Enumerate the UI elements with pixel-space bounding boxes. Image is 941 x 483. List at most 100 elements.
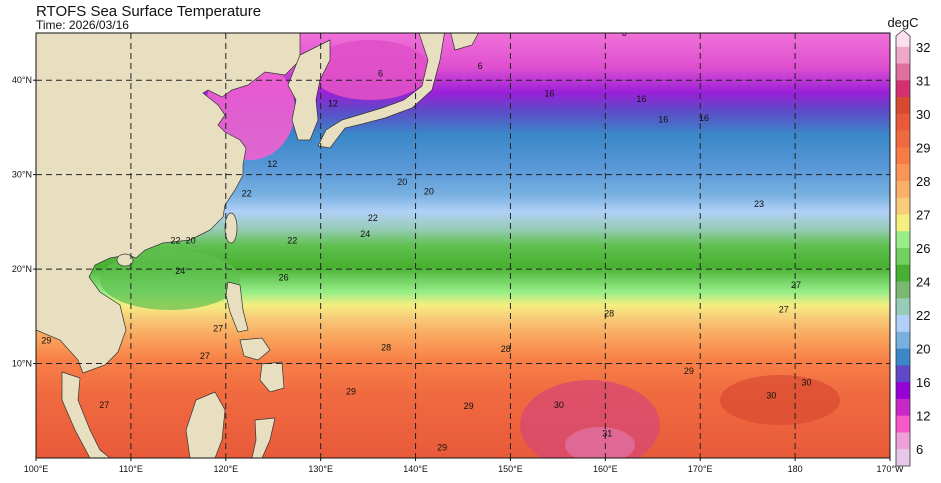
colorbar-segment (896, 264, 910, 283)
contour-label: 30 (554, 400, 564, 410)
colorbar-segment (896, 382, 910, 400)
map-frame (35, 32, 891, 459)
contour-label: 28 (381, 342, 391, 352)
colorbar-label: 6 (916, 442, 923, 457)
colorbar-label: 29 (916, 140, 930, 155)
contour-label: 6 (378, 68, 383, 78)
land-malay-peninsula (61, 371, 111, 458)
colorbar-segment (896, 197, 910, 215)
land-japan (317, 33, 445, 149)
colorbar-segment (896, 231, 910, 249)
colorbar-label: 31 (916, 73, 930, 88)
land-asia-mainland (36, 33, 301, 374)
contour-label: 29 (437, 442, 447, 452)
contour-label: 27 (213, 323, 223, 333)
colorbar-label: 16 (916, 375, 930, 390)
contour-label: 29 (41, 336, 51, 346)
contour-label: 31 (602, 428, 612, 438)
land-luzon (225, 281, 249, 333)
contour-label: 28 (501, 344, 511, 354)
colorbar-segment (896, 147, 910, 165)
colorbar-label: 20 (916, 342, 930, 357)
x-tick-label: 100°E (24, 464, 49, 474)
colorbar-segment (896, 348, 910, 366)
x-tick-label: 170°E (688, 464, 713, 474)
colorbar: 32 31 30 29 28 27 26 24 22 20 16 12 6 (895, 29, 930, 467)
y-tick-label: 20°N (12, 264, 32, 274)
axis-ticks: 100°E 110°E 120°E 130°E 140°E 150°E 160°E 170°E… (12, 75, 904, 474)
scs-north (100, 250, 240, 310)
colorbar-segment (896, 432, 910, 450)
land-mindanao (259, 361, 285, 393)
warm-pool-core (565, 427, 635, 458)
contour-label: 16 (636, 94, 646, 104)
contour-label: 23 (754, 199, 764, 209)
contour-label: 28 (604, 308, 614, 318)
x-tick-label: 140°E (403, 464, 428, 474)
colorbar-label: 26 (916, 241, 930, 256)
contour-label: 22 (242, 188, 252, 198)
colorbar-segment (896, 113, 910, 132)
colorbar-label: 27 (916, 207, 930, 222)
x-tick-label: 120°E (213, 464, 238, 474)
colorbar-segment (896, 180, 910, 199)
y-tick-label: 40°N (12, 75, 32, 85)
colorbar-label: 12 (916, 409, 930, 424)
colorbar-segment (896, 80, 910, 98)
colorbar-segment (896, 415, 910, 433)
colorbar-segment (896, 130, 910, 148)
contour-label: 29 (464, 401, 474, 411)
colorbar-segment (896, 63, 910, 81)
y-tick-label: 30°N (12, 170, 32, 180)
contour-label: 30 (801, 377, 811, 387)
contour-label: 27 (791, 280, 801, 290)
colorbar-label: 28 (916, 174, 930, 189)
land-hainan (116, 253, 134, 267)
colorbar-segment (896, 398, 910, 417)
colorbar-segment (896, 164, 910, 182)
contour-label: 12 (328, 99, 338, 109)
colorbar-segment (896, 365, 910, 383)
contour-label: 29 (684, 366, 694, 376)
contour-label: 29 (346, 387, 356, 397)
colorbar-segment (896, 248, 910, 266)
contour-label: 26 (279, 272, 289, 282)
contour-label: 6 (622, 28, 627, 38)
colorbar-segment (896, 97, 910, 115)
colorbar-extend-triangle (896, 30, 910, 47)
japan-sea-cold (310, 40, 430, 100)
contour-label: 20 (397, 177, 407, 187)
colorbar-label: 24 (916, 275, 930, 290)
contour-label: 20 (424, 187, 434, 197)
contour-label: 27 (779, 305, 789, 315)
colorbar-segment (896, 281, 910, 299)
map-title: RTOFS Sea Surface Temperature (36, 3, 262, 20)
contour-label: 30 (766, 391, 776, 401)
contour-label: 22 (170, 236, 180, 246)
contour-label: 16 (544, 88, 554, 98)
colorbar-outline (895, 29, 911, 467)
contour-label: 6 (478, 61, 483, 71)
contour-label: 12 (267, 159, 277, 169)
contour-label: 22 (368, 213, 378, 223)
contour-label: 24 (360, 229, 370, 239)
land-visayas (239, 337, 271, 361)
x-tick-label: 170°W (876, 464, 904, 474)
colorbar-segment (896, 449, 910, 467)
x-tick-label: 110°E (119, 464, 143, 474)
colorbar-segment (896, 315, 910, 333)
contour-labels: 12 12 16 16 16 16 20 20 20 22 22 22 22 24 24 26 23 27 27 27… (41, 28, 811, 452)
contour-label: 16 (658, 115, 668, 125)
contour-label: 20 (186, 236, 196, 246)
contour-label: 16 (699, 113, 709, 123)
land-taiwan (224, 212, 238, 244)
warm-patch (720, 375, 840, 425)
x-tick-label: 130°E (308, 464, 333, 474)
colorbar-label: 22 (916, 308, 930, 323)
x-tick-label: 150°E (498, 464, 523, 474)
land-hokkaido (450, 33, 479, 51)
x-tick-label: 180 (788, 464, 803, 474)
colorbar-segment (896, 46, 910, 65)
y-tick-label: 10°N (12, 359, 32, 369)
